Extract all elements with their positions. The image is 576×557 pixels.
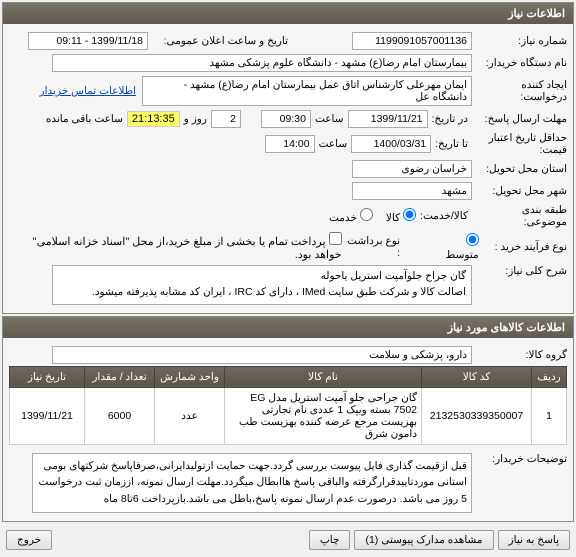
time-remain-field: 21:13:35	[127, 111, 180, 127]
buyer-desc-label: توضیحات خریدار:	[472, 453, 567, 465]
main-desc-field: گان جراح جلوآمپت استریل یاحوله اصالت کال…	[52, 265, 472, 305]
need-no-label: شماره نیاز:	[472, 35, 567, 47]
col-qty: تعداد / مقدار	[85, 366, 155, 387]
exit-button[interactable]: خروج	[6, 530, 52, 550]
col-date: تاریخ نیاز	[10, 366, 85, 387]
process-mid-radio[interactable]	[466, 233, 479, 246]
at-time-text2: ساعت	[315, 138, 352, 150]
info-panel: اطلاعات نیاز شماره نیاز: 119909105700113…	[2, 2, 574, 314]
need-no-field: 1199091057001136	[352, 32, 472, 50]
items-panel-body: گروه کالا: دارو، پزشکی و سلامت ردیف کد ک…	[3, 338, 573, 521]
delivery-city-field: مشهد	[352, 182, 472, 200]
contact-link[interactable]: اطلاعات تماس خریدار	[40, 85, 136, 97]
col-unit: واحد شمارش	[155, 366, 225, 387]
table-row[interactable]: 1 2132530339350007 گان جراحی جلو آمپت اس…	[10, 387, 567, 444]
col-name: نام کالا	[225, 366, 422, 387]
date-public-field: 1399/11/18 - 09:11	[28, 32, 148, 50]
budget-cat-label: طبقه بندی موضوعی:	[472, 204, 567, 228]
col-code: کد کالا	[422, 366, 532, 387]
at-time-text: ساعت	[311, 113, 348, 125]
hours-remain-text: ساعت باقی مانده	[42, 113, 127, 125]
goods-group-label: گروه کالا:	[472, 349, 567, 361]
payment-checkbox-label[interactable]: پرداخت تمام یا بخشی از مبلغ خرید،از محل …	[9, 232, 342, 261]
org-name-field: بیمارستان امام رضا(ع) مشهد - دانشگاه علو…	[52, 54, 472, 72]
payment-checkbox[interactable]	[329, 232, 342, 245]
table-header-row: ردیف کد کالا نام کالا واحد شمارش تعداد /…	[10, 366, 567, 387]
buyer-desc-field: قبل ازقیمت گذاری فایل پیوست بررسی گردد.ج…	[32, 453, 472, 513]
print-button[interactable]: چاپ	[309, 530, 351, 550]
attachments-button[interactable]: مشاهده مدارک پیوستی (1)	[354, 530, 493, 550]
credit-time-field: 14:00	[265, 135, 315, 153]
service-radio-label[interactable]: خدمت	[329, 212, 373, 224]
until-date-text: تا تاریخ:	[431, 138, 472, 150]
creator-field: ایمان مهرعلی کارشناس اتاق عمل بیمارستان …	[142, 76, 472, 106]
main-desc-label: شرح کلی نیاز:	[472, 265, 567, 277]
button-bar: پاسخ به نیاز مشاهده مدارک پیوستی (1) چاپ…	[0, 524, 576, 556]
goods-group-field: دارو، پزشکی و سلامت	[52, 346, 472, 364]
goods-radio-label[interactable]: کالا	[386, 212, 416, 224]
cell-date: 1399/11/21	[10, 387, 85, 444]
date-public-label: تاریخ و ساعت اعلان عمومی:	[148, 35, 288, 47]
delivery-state-label: استان محل تحویل:	[472, 163, 567, 175]
info-panel-body: شماره نیاز: 1199091057001136 تاریخ و ساع…	[3, 24, 573, 313]
delivery-city-label: شهر محل تحویل:	[472, 185, 567, 197]
answer-deadline-label: مهلت ارسال پاسخ:	[472, 113, 567, 125]
goods-service-text: کالا/خدمت:	[416, 210, 472, 222]
credit-date-field: 1400/03/31	[351, 135, 431, 153]
goods-service-radio-group: کالا خدمت	[319, 208, 416, 224]
creator-label: ایجاد کننده درخواست:	[472, 79, 567, 103]
payment-type-label: نوع برداشت :	[342, 235, 404, 259]
org-name-label: نام دستگاه خریدار:	[472, 57, 567, 69]
cell-row: 1	[532, 387, 567, 444]
info-panel-header: اطلاعات نیاز	[3, 3, 573, 24]
on-date-text: در تاریخ:	[428, 113, 472, 125]
delivery-state-field: خراسان رضوی	[352, 160, 472, 178]
days-remain-field: 2	[211, 110, 241, 128]
cell-unit: عدد	[155, 387, 225, 444]
process-radio-group: متوسط	[424, 233, 479, 261]
items-panel-header: اطلاعات کالاهای مورد نیاز	[3, 317, 573, 338]
col-row: ردیف	[532, 366, 567, 387]
items-panel: اطلاعات کالاهای مورد نیاز گروه کالا: دار…	[2, 316, 574, 522]
cell-qty: 6000	[85, 387, 155, 444]
answer-date-field: 1399/11/21	[348, 110, 428, 128]
days-text: روز و	[180, 113, 211, 125]
cell-name: گان جراحی جلو آمپت استریل مدل EG 7502 بس…	[225, 387, 422, 444]
items-table: ردیف کد کالا نام کالا واحد شمارش تعداد /…	[9, 366, 567, 445]
answer-time-field: 09:30	[261, 110, 311, 128]
credit-date-label: حداقل تاریخ اعتبار قیمت:	[472, 132, 567, 156]
process-mid-label[interactable]: متوسط	[446, 237, 479, 261]
process-type-label: نوع فرآیند خرید :	[479, 241, 567, 253]
service-radio[interactable]	[360, 208, 373, 221]
reply-button[interactable]: پاسخ به نیاز	[498, 530, 570, 550]
cell-code: 2132530339350007	[422, 387, 532, 444]
goods-radio[interactable]	[403, 208, 416, 221]
